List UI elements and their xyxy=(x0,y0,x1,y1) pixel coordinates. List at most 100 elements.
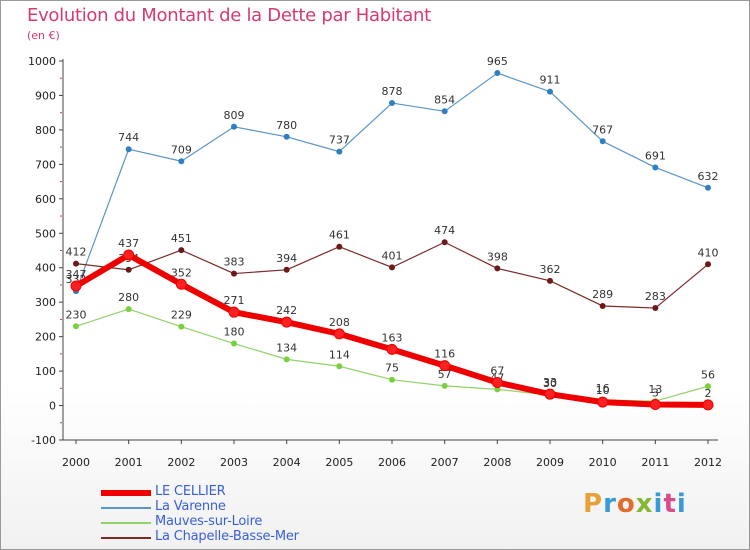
x-tick-label: 2006 xyxy=(378,456,406,469)
legend-label: LE CELLIER xyxy=(155,484,226,499)
data-point xyxy=(705,184,711,191)
y-tick-label: -100 xyxy=(31,434,56,447)
legend-swatch xyxy=(101,507,151,509)
x-tick-label: 2012 xyxy=(694,456,722,469)
y-tick-label: 100 xyxy=(35,365,56,378)
data-label: 451 xyxy=(171,232,192,245)
data-label: 394 xyxy=(276,252,297,265)
y-tick-label: 1000 xyxy=(28,55,56,68)
data-point xyxy=(125,266,132,273)
data-label: 67 xyxy=(490,364,504,377)
y-tick-label: 0 xyxy=(49,400,56,413)
data-point xyxy=(231,123,237,130)
data-label: 383 xyxy=(224,256,245,269)
x-tick-label: 2004 xyxy=(273,456,301,469)
proxiti-logo: Proxiti xyxy=(583,489,687,519)
y-tick-label: 700 xyxy=(35,158,56,171)
logo-letter: i xyxy=(653,489,664,519)
data-label: 242 xyxy=(276,304,297,317)
data-point xyxy=(547,277,553,284)
x-tick-label: 2008 xyxy=(483,456,511,469)
data-point xyxy=(70,280,82,292)
logo-letter: o xyxy=(616,489,636,519)
data-label: 134 xyxy=(276,341,297,354)
data-label: 30 xyxy=(543,377,557,390)
data-label: 744 xyxy=(118,131,139,144)
data-point xyxy=(283,133,290,140)
data-point xyxy=(281,316,293,328)
data-label: 289 xyxy=(592,288,613,301)
data-point xyxy=(441,382,448,389)
data-point xyxy=(494,386,501,393)
x-tick-label: 2002 xyxy=(167,456,195,469)
data-point xyxy=(547,88,553,95)
data-point xyxy=(389,264,395,271)
logo-letter: i xyxy=(676,489,687,519)
data-point xyxy=(125,306,132,313)
data-label: 16 xyxy=(596,382,610,395)
data-label: 461 xyxy=(329,229,350,242)
data-label: 116 xyxy=(434,348,455,361)
data-label: 57 xyxy=(438,368,452,381)
data-label: 114 xyxy=(329,348,350,361)
y-tick-label: 300 xyxy=(35,296,56,309)
data-label: 412 xyxy=(66,246,87,259)
data-point xyxy=(705,383,711,390)
data-label: 401 xyxy=(382,249,403,262)
data-point xyxy=(175,278,187,290)
data-point xyxy=(178,158,185,165)
data-label: 3 xyxy=(652,387,659,400)
data-point xyxy=(544,388,556,400)
logo-letter: x xyxy=(635,489,654,519)
legend-label: La Varenne xyxy=(155,499,226,514)
data-label: 13 xyxy=(648,383,662,396)
data-label: 780 xyxy=(276,119,297,132)
x-tick-label: 2011 xyxy=(641,456,669,469)
data-point xyxy=(705,261,711,268)
y-tick-label: 600 xyxy=(35,193,56,206)
data-label: 163 xyxy=(382,331,403,344)
data-point xyxy=(178,323,185,330)
logo-letter: P xyxy=(583,489,604,519)
data-label: 230 xyxy=(66,308,87,321)
data-label: 410 xyxy=(698,246,719,259)
data-label: 10 xyxy=(596,384,610,397)
data-label: 347 xyxy=(66,268,87,281)
data-label: 878 xyxy=(382,85,403,98)
x-tick-label: 2010 xyxy=(589,456,617,469)
data-label: 965 xyxy=(487,55,508,68)
data-label: 229 xyxy=(171,309,192,322)
data-point xyxy=(649,399,661,411)
data-point xyxy=(491,376,503,388)
legend-swatch xyxy=(101,490,151,496)
data-point xyxy=(283,266,290,273)
data-label: 437 xyxy=(118,237,139,250)
data-label: 352 xyxy=(171,266,192,279)
chart-title: Evolution du Montant de la Dette par Hab… xyxy=(27,5,431,26)
data-point xyxy=(439,360,451,372)
data-point xyxy=(441,108,448,115)
data-label: 283 xyxy=(645,290,666,303)
data-label: 854 xyxy=(434,93,455,106)
data-label: 911 xyxy=(540,74,561,87)
x-tick-label: 2007 xyxy=(431,456,459,469)
legend-swatch xyxy=(101,537,151,539)
data-label: 709 xyxy=(171,143,192,156)
data-label: 33 xyxy=(543,376,557,389)
x-tick-label: 2001 xyxy=(115,456,143,469)
data-label: 398 xyxy=(487,250,508,263)
data-label: 767 xyxy=(592,123,613,136)
data-label: 208 xyxy=(329,316,350,329)
data-point xyxy=(283,356,290,363)
data-label: 362 xyxy=(540,263,561,276)
data-label: 180 xyxy=(224,326,245,339)
data-point xyxy=(389,376,395,383)
data-point xyxy=(599,138,606,145)
data-point xyxy=(386,343,398,355)
data-point xyxy=(389,100,395,107)
data-point xyxy=(652,164,659,171)
data-point xyxy=(123,249,135,261)
data-point xyxy=(494,70,501,77)
data-point xyxy=(73,260,79,267)
